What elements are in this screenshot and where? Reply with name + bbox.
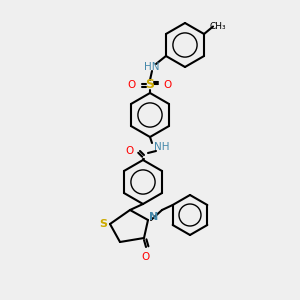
Text: O: O <box>164 80 172 90</box>
Text: CH₃: CH₃ <box>210 22 226 31</box>
Text: HN: HN <box>144 62 160 72</box>
Text: O: O <box>125 146 133 156</box>
Text: NH: NH <box>154 142 170 152</box>
Text: N: N <box>149 212 159 222</box>
Text: S: S <box>146 79 154 92</box>
Text: S: S <box>99 219 107 229</box>
Text: O: O <box>128 80 136 90</box>
Text: O: O <box>142 252 150 262</box>
